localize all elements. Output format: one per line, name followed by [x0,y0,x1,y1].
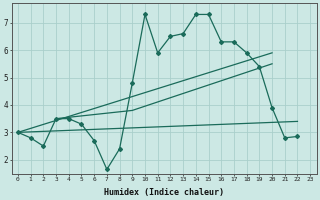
X-axis label: Humidex (Indice chaleur): Humidex (Indice chaleur) [104,188,224,197]
